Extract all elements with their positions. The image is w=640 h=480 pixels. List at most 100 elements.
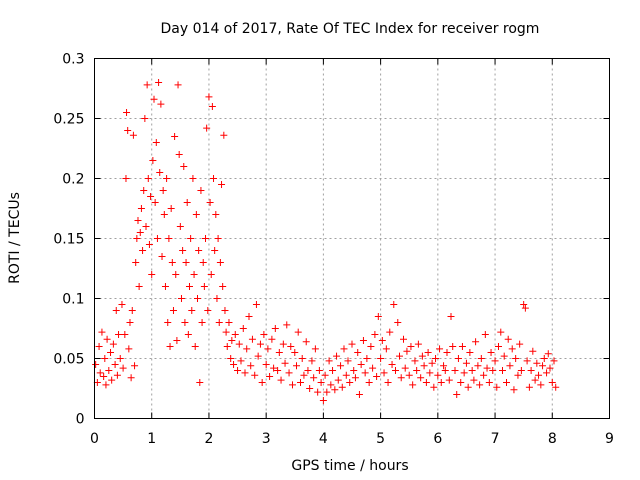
data-point: [443, 349, 451, 356]
data-point: [344, 357, 352, 365]
data-point: [363, 355, 371, 362]
data-point: [453, 391, 461, 398]
data-point: [477, 355, 485, 362]
data-point: [458, 343, 466, 350]
data-point: [137, 205, 145, 212]
data-point: [108, 376, 116, 384]
data-point: [445, 376, 453, 384]
data-point: [214, 235, 222, 242]
data-point: [202, 235, 210, 242]
data-point: [218, 181, 226, 188]
data-point: [355, 391, 363, 398]
data-point: [152, 139, 160, 146]
data-point: [390, 301, 398, 308]
data-point: [274, 367, 282, 374]
data-point: [292, 362, 300, 370]
data-point: [198, 319, 206, 326]
data-point: [401, 364, 409, 372]
data-point: [279, 340, 287, 348]
data-point: [115, 331, 123, 338]
data-point: [333, 352, 341, 360]
data-point: [210, 175, 218, 182]
data-point: [208, 103, 216, 110]
data-point: [150, 95, 158, 103]
data-point: [254, 352, 262, 360]
data-point: [168, 259, 176, 266]
y-tick-label: 0.25: [53, 112, 84, 128]
data-point: [468, 367, 476, 374]
data-point: [93, 379, 101, 386]
y-tick-label: 0: [76, 412, 85, 428]
data-point: [266, 373, 274, 380]
data-point: [197, 187, 205, 194]
data-point: [340, 345, 348, 353]
data-point: [131, 362, 139, 370]
data-point: [248, 335, 256, 343]
data-point: [247, 362, 255, 370]
x-axis-title: GPS time / hours: [291, 458, 408, 474]
data-point: [428, 359, 436, 367]
data-point: [411, 357, 419, 365]
data-point: [164, 319, 172, 326]
data-point: [184, 331, 192, 338]
data-point: [220, 131, 228, 139]
data-point: [517, 367, 525, 374]
data-point: [175, 151, 183, 158]
data-point: [211, 247, 219, 254]
data-point: [405, 371, 413, 379]
data-point: [158, 253, 166, 260]
data-point: [92, 361, 100, 368]
data-point: [394, 319, 402, 326]
axis-ticks: [94, 58, 610, 419]
data-point: [213, 295, 221, 302]
data-point: [491, 357, 499, 365]
data-point: [122, 175, 130, 182]
data-point: [449, 343, 457, 350]
data-point: [207, 271, 215, 278]
data-point: [123, 109, 131, 116]
data-point: [287, 343, 295, 350]
data-point: [361, 369, 369, 377]
data-point: [367, 343, 375, 350]
data-point: [525, 383, 533, 391]
data-point: [188, 307, 196, 314]
data-point: [329, 367, 337, 374]
data-point: [222, 328, 230, 336]
data-point: [204, 307, 212, 314]
data-point: [212, 211, 220, 218]
data-point: [126, 319, 134, 326]
x-tick-label: 5: [376, 431, 385, 447]
data-point: [466, 349, 474, 356]
data-point: [159, 187, 167, 194]
y-tick-label: 0.3: [62, 52, 84, 68]
data-point: [357, 361, 365, 368]
data-point: [432, 355, 440, 362]
data-point: [409, 381, 417, 389]
data-point: [205, 93, 213, 101]
data-point: [135, 283, 143, 290]
data-point: [141, 115, 149, 122]
data-point: [145, 241, 153, 248]
data-point: [315, 367, 323, 374]
x-tick-label: 2: [204, 431, 213, 447]
data-point: [258, 379, 266, 386]
data-point: [351, 374, 359, 382]
data-point: [483, 364, 491, 372]
data-point: [143, 81, 151, 89]
data-point: [321, 371, 329, 379]
data-point: [252, 301, 260, 308]
data-point: [285, 369, 293, 377]
data-point: [225, 319, 233, 326]
data-point: [129, 131, 137, 139]
data-point: [537, 381, 545, 389]
data-point: [228, 337, 236, 344]
data-point: [380, 369, 388, 377]
data-point: [346, 379, 354, 386]
data-point: [132, 259, 140, 266]
data-point: [420, 362, 428, 370]
data-point: [470, 376, 478, 384]
data-point: [171, 133, 179, 140]
data-point: [302, 338, 310, 346]
